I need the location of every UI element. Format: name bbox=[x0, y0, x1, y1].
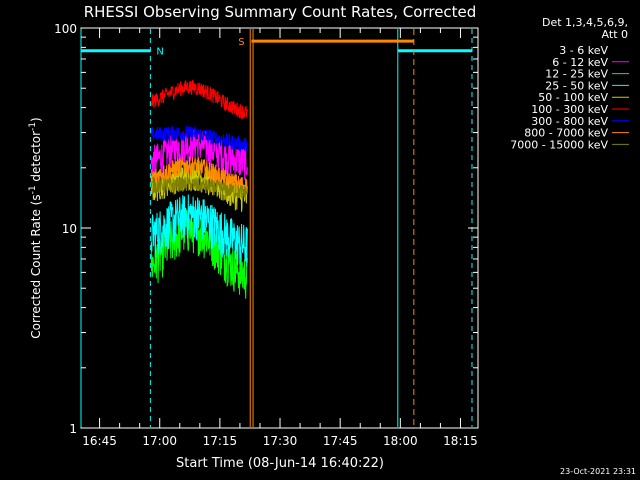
x-axis-label: Start Time (08-Jun-14 16:40:22) bbox=[176, 456, 384, 471]
x-tick-label-6: 18:15 bbox=[443, 434, 478, 448]
saa-label: S bbox=[238, 37, 244, 48]
series-line-3 bbox=[150, 194, 248, 267]
x-tick-label-3: 17:30 bbox=[263, 434, 298, 448]
legend-header-detectors: Det 1,3,4,5,6,9, bbox=[542, 16, 628, 29]
plot-area bbox=[80, 27, 479, 429]
y-tick-label-1: 10 bbox=[62, 222, 77, 236]
legend-label-4: 50 - 100 keV bbox=[538, 91, 608, 104]
series-line-7 bbox=[150, 156, 248, 195]
y-axis-label-mid: detector bbox=[29, 131, 43, 186]
y-axis-label-sup2: -1 bbox=[28, 122, 38, 131]
y-axis-label-sup1: -1 bbox=[28, 185, 38, 194]
x-tick-label-0: 16:45 bbox=[82, 434, 117, 448]
plot-frame bbox=[80, 27, 479, 429]
annotation-layer: NS bbox=[80, 29, 473, 427]
night-label: N bbox=[156, 47, 163, 58]
legend-label-3: 25 - 50 keV bbox=[545, 79, 608, 92]
x-tick-label-5: 18:00 bbox=[383, 434, 418, 448]
y-axis-label-end: ) bbox=[29, 117, 43, 122]
series-line-2 bbox=[150, 208, 248, 299]
axes-layer: 1 10 100 16:45 17:00 17:15 17:30 17:45 18:00 18:1… bbox=[54, 22, 478, 448]
series-line-8 bbox=[150, 175, 248, 200]
legend-label-0: 3 - 6 keV bbox=[559, 44, 608, 57]
series-line-5 bbox=[150, 79, 248, 119]
legend-label-2: 12 - 25 keV bbox=[545, 68, 608, 81]
legend-header-attenuator: Att 0 bbox=[602, 28, 628, 41]
y-tick-label-2: 100 bbox=[54, 22, 77, 36]
legend-label-1: 6 - 12 keV bbox=[552, 56, 608, 69]
y-axis-label: Corrected Count Rate (s-1 detector-1) bbox=[28, 117, 43, 338]
legend-label-8: 7000 - 15000 keV bbox=[510, 138, 608, 151]
legend-label-5: 100 - 300 keV bbox=[531, 103, 608, 116]
footer-timestamp: 23-Oct-2021 23:31 bbox=[560, 467, 636, 476]
y-axis-label-main: Corrected Count Rate (s bbox=[29, 194, 43, 338]
x-tick-label-2: 17:15 bbox=[203, 434, 238, 448]
x-tick-label-1: 17:00 bbox=[142, 434, 177, 448]
series-layer bbox=[150, 79, 248, 299]
legend-label-6: 300 - 800 keV bbox=[531, 115, 608, 128]
x-tick-label-4: 17:45 bbox=[323, 434, 358, 448]
series-line-6 bbox=[150, 125, 248, 153]
legend-label-7: 800 - 7000 keV bbox=[524, 127, 608, 140]
chart-title: RHESSI Observing Summary Count Rates, Co… bbox=[84, 3, 477, 21]
y-tick-label-0: 1 bbox=[69, 422, 77, 436]
